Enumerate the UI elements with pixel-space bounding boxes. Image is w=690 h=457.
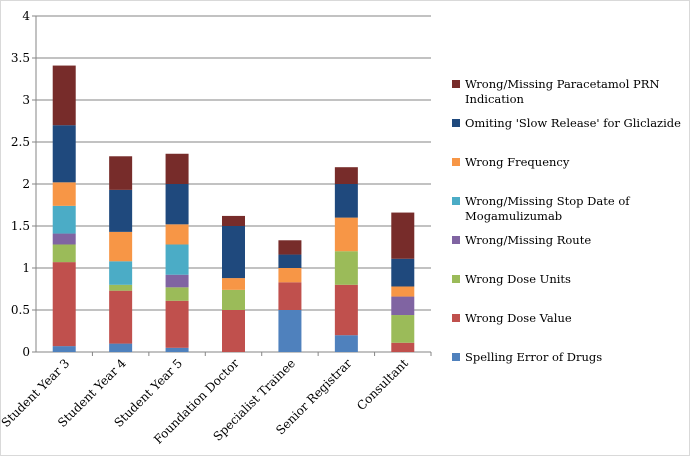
legend-label: Spelling Error of Drugs — [465, 350, 602, 364]
legend-swatch — [452, 197, 460, 205]
bar-segment — [109, 261, 133, 285]
bar-segment — [222, 226, 245, 279]
legend-label: Wrong Dose Units — [465, 272, 571, 286]
bar-segment — [222, 289, 245, 310]
bar-segment — [165, 347, 189, 352]
x-category-label: Consultant — [354, 356, 411, 413]
bar-segment — [278, 268, 302, 283]
legend-label: Mogamulizumab — [465, 209, 562, 223]
y-tick-label: 1 — [22, 261, 30, 275]
y-tick-label: 1.5 — [11, 219, 30, 233]
bar-segment — [222, 278, 245, 290]
bar-segment — [391, 342, 415, 352]
bar-segment — [52, 182, 76, 206]
bar-segment — [165, 300, 189, 348]
bar-segment — [278, 240, 302, 255]
y-tick-label: 2 — [22, 177, 30, 191]
bar-segment — [109, 290, 133, 344]
legend-label: Wrong/Missing Route — [465, 233, 591, 247]
bar-segment — [52, 65, 76, 126]
legend-label: Wrong/Missing Stop Date of — [465, 194, 630, 208]
bar-segment — [52, 262, 76, 347]
legend-label: Indication — [465, 92, 525, 106]
legend-label: Wrong Dose Value — [465, 311, 572, 325]
bar-segment — [165, 184, 189, 225]
bars — [52, 65, 415, 352]
legend-swatch — [452, 236, 460, 244]
bar-segment — [165, 287, 189, 301]
bar-segment — [391, 258, 415, 287]
legend-label: Omiting 'Slow Release' for Gliclazide — [465, 116, 681, 130]
bar-segment — [334, 167, 358, 184]
bar-segment — [222, 310, 245, 352]
bar-segment — [334, 217, 358, 252]
bar-segment — [391, 212, 415, 259]
y-tick-label: 3 — [22, 93, 30, 107]
bar-segment — [109, 189, 133, 232]
bar-segment — [109, 284, 133, 291]
bar-segment — [278, 254, 302, 268]
bar-segment — [334, 184, 358, 218]
legend-label: Wrong/Missing Paracetamol PRN — [465, 77, 660, 91]
bar-segment — [109, 156, 133, 190]
bar-segment — [52, 244, 76, 263]
legend-swatch — [452, 158, 460, 166]
bar-segment — [109, 343, 133, 352]
bar-segment — [391, 286, 415, 297]
legend-swatch — [452, 353, 460, 361]
gridlines — [36, 15, 431, 353]
bar-segment — [52, 233, 76, 245]
bar-segment — [165, 244, 189, 275]
bar-segment — [334, 284, 358, 336]
bar-segment — [334, 251, 358, 285]
legend-label: Wrong Frequency — [465, 155, 570, 169]
legend-swatch — [452, 119, 460, 127]
bar-segment — [334, 335, 358, 352]
legend-swatch — [452, 275, 460, 283]
legend-swatch — [452, 314, 460, 322]
bar-segment — [109, 231, 133, 262]
bar-segment — [52, 346, 76, 352]
bar-segment — [52, 125, 76, 183]
bar-segment — [52, 205, 76, 234]
y-tick-label: 2.5 — [11, 135, 30, 149]
bar-segment — [222, 215, 245, 226]
bar-segment — [391, 315, 415, 343]
y-tick-label: 0 — [22, 345, 30, 359]
bar-segment — [391, 296, 415, 316]
y-tick-label: 4 — [22, 9, 30, 23]
bar-segment — [165, 153, 189, 184]
bar-segment — [165, 274, 189, 288]
bar-segment — [278, 282, 302, 310]
bar-segment — [278, 310, 302, 352]
y-tick-label: 3.5 — [11, 51, 30, 65]
y-tick-label: 0.5 — [11, 303, 30, 317]
bar-segment — [165, 224, 189, 245]
legend-swatch — [452, 80, 460, 88]
